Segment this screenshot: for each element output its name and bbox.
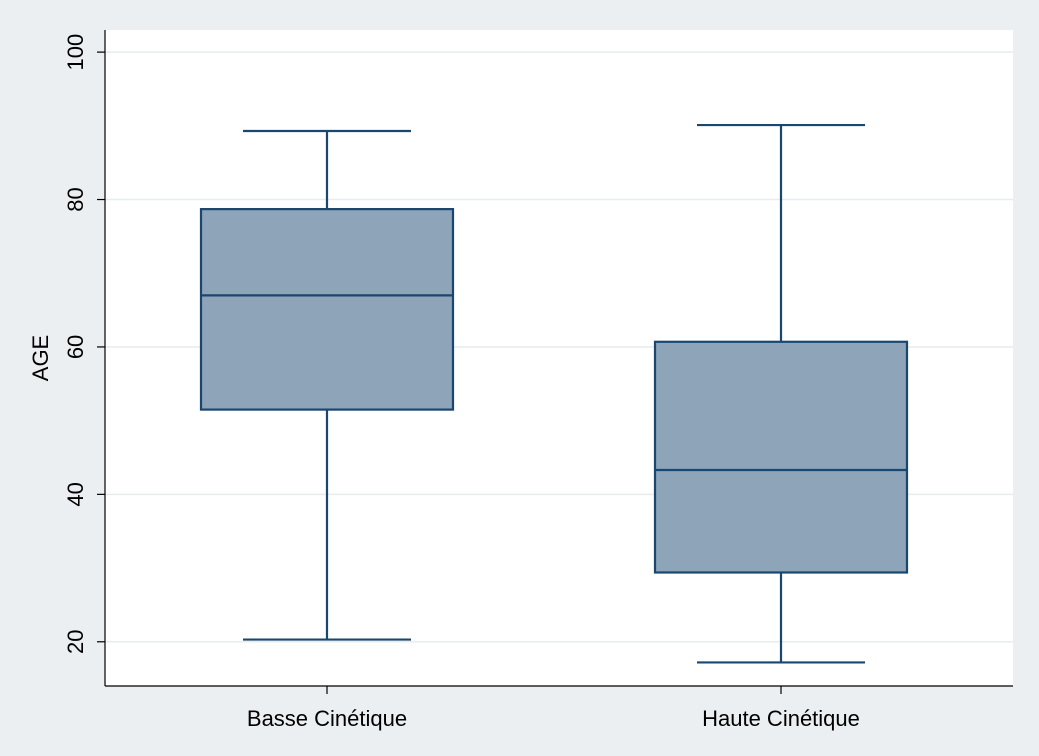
iqr-box bbox=[199, 208, 455, 411]
x-tick-label: Haute Cinétique bbox=[702, 706, 860, 731]
x-ticks: Basse Cinétique Haute Cinétique bbox=[247, 686, 860, 731]
y-axis-label: AGE bbox=[28, 335, 53, 381]
y-tick-label: 100 bbox=[63, 34, 88, 71]
iqr-box bbox=[653, 340, 909, 574]
y-tick-label: 80 bbox=[63, 187, 88, 211]
y-tick-label: 20 bbox=[63, 630, 88, 654]
y-tick-label: 60 bbox=[63, 335, 88, 359]
y-ticks: 20 40 60 80 100 bbox=[63, 34, 105, 654]
boxes bbox=[199, 123, 909, 664]
y-tick-label: 40 bbox=[63, 482, 88, 506]
box-2 bbox=[653, 123, 909, 664]
x-tick-label: Basse Cinétique bbox=[247, 706, 407, 731]
box-1 bbox=[199, 129, 455, 641]
